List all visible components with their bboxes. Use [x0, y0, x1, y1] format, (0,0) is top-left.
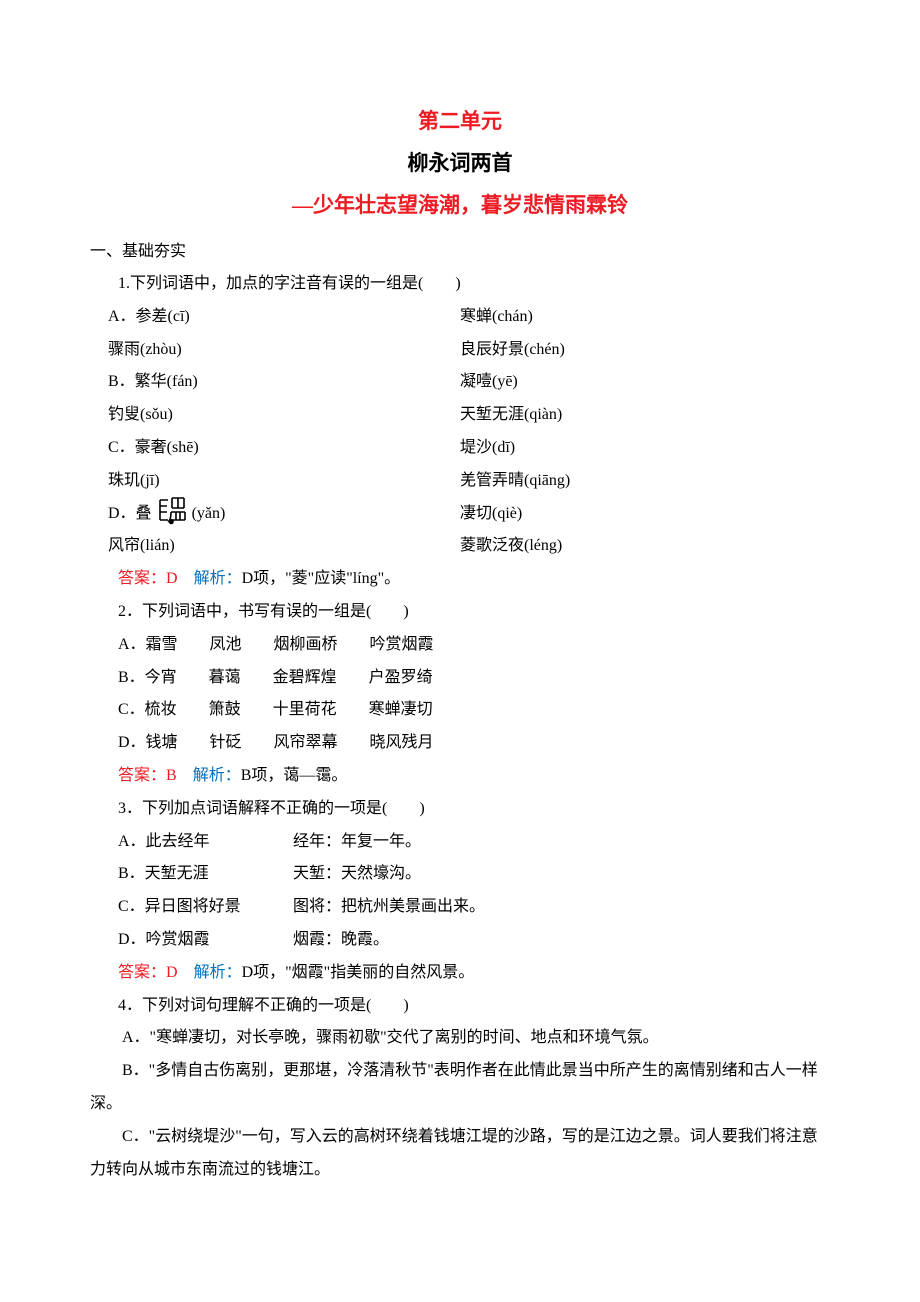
q3-answer-line: 答案：D 解析：D项，"烟霞"指美丽的自然风景。: [90, 957, 830, 990]
q1-row-b1-l: B．繁华(fán): [90, 366, 460, 399]
q1-row-d1: D．叠 ● (yǎn) 凄切(qiè): [90, 498, 830, 531]
q1-stem: 1.下列词语中，加点的字注音有误的一组是( ): [90, 268, 830, 301]
q2-stem: 2．下列词语中，书写有误的一组是( ): [90, 596, 830, 629]
q1-row-b2-r: 天堑无涯(qiàn): [460, 399, 830, 432]
q3-opt-b-r: 天堑：天然壕沟。: [293, 858, 830, 891]
q1-row-b1: B．繁华(fán) 凝噎(yē): [90, 366, 830, 399]
q4-opt-b: B．"多情自古伤离别，更那堪，冷落清秋节"表明作者在此情此景当中所产生的离情别绪…: [90, 1055, 830, 1121]
q1-row-d2-l: 风帘(lián): [90, 530, 460, 563]
q1-row-b2-l: 钓叟(sǒu): [90, 399, 460, 432]
q2-opt-c: C．梳妆 箫鼓 十里荷花 寒蝉凄切: [90, 694, 830, 727]
main-title: 柳永词两首: [90, 142, 830, 184]
q3-opt-b-l: B．天堑无涯: [118, 858, 293, 891]
q3-opt-c-r: 图将：把杭州美景画出来。: [293, 891, 830, 924]
q4-stem: 4．下列对词句理解不正确的一项是( ): [90, 990, 830, 1023]
q3-opt-b: B．天堑无涯 天堑：天然壕沟。: [90, 858, 830, 891]
q1-row-b1-r: 凝噎(yē): [460, 366, 830, 399]
q1-answer-line: 答案：D 解析：D项，"菱"应读"líng"。: [90, 563, 830, 596]
q1-d-post: (yǎn): [192, 505, 226, 522]
q3-opt-d-r: 烟霞：晚霞。: [293, 924, 830, 957]
q4-opt-c: C．"云树绕堤沙"一句，写入云的高树环绕着钱塘江堤的沙路，写的是江边之景。词人要…: [90, 1121, 830, 1187]
q1-row-a1-l: A．参差(cī): [90, 301, 460, 334]
q1-row-a2-l: 骤雨(zhòu): [90, 334, 460, 367]
q1-row-a2-r: 良辰好景(chén): [460, 334, 830, 367]
q1-analysis-label: 解析：: [194, 570, 242, 587]
q1-row-c2-r: 羌管弄晴(qiāng): [460, 465, 830, 498]
q1-row-b2: 钓叟(sǒu) 天堑无涯(qiàn): [90, 399, 830, 432]
q3-answer-prefix: 答案：D: [118, 964, 194, 981]
q2-answer-prefix: 答案：B: [118, 767, 193, 784]
q2-analysis-label: 解析：: [193, 767, 241, 784]
q1-analysis-text: D项，"菱"应读"líng"。: [242, 570, 401, 587]
q1-row-d1-l: D．叠 ● (yǎn): [90, 498, 460, 531]
rare-glyph-inline: ●: [154, 498, 190, 530]
q3-opt-c: C．异日图将好景 图将：把杭州美景画出来。: [90, 891, 830, 924]
unit-title: 第二单元: [90, 100, 830, 142]
q3-opt-c-l: C．异日图将好景: [118, 891, 293, 924]
q3-analysis-text: D项，"烟霞"指美丽的自然风景。: [242, 964, 475, 981]
q3-opt-a: A．此去经年 经年：年复一年。: [90, 826, 830, 859]
q3-stem: 3．下列加点词语解释不正确的一项是( ): [90, 793, 830, 826]
q1-row-d2: 风帘(lián) 菱歌泛夜(léng): [90, 530, 830, 563]
q3-opt-a-r: 经年：年复一年。: [293, 826, 830, 859]
q1-row-a1: A．参差(cī) 寒蝉(chán): [90, 301, 830, 334]
q1-answer-prefix: 答案：D: [118, 570, 194, 587]
q2-opt-b: B．今宵 暮蔼 金碧辉煌 户盈罗绮: [90, 662, 830, 695]
q3-opt-d: D．吟赏烟霞 烟霞：晚霞。: [90, 924, 830, 957]
q2-opt-a: A．霜雪 凤池 烟柳画桥 吟赏烟霞: [90, 629, 830, 662]
q1-row-c1-r: 堤沙(dī): [460, 432, 830, 465]
q3-opt-a-l: A．此去经年: [118, 826, 293, 859]
q1-row-a1-r: 寒蝉(chán): [460, 301, 830, 334]
q1-row-c1-l: C．豪奢(shē): [90, 432, 460, 465]
q4-opt-a: A．"寒蝉凄切，对长亭晚，骤雨初歇"交代了离别的时间、地点和环境气氛。: [90, 1022, 830, 1055]
q3-analysis-label: 解析：: [194, 964, 242, 981]
q1-d-pre: D．叠: [108, 505, 152, 522]
q1-row-c2-l: 珠玑(jī): [90, 465, 460, 498]
q1-row-d2-r: 菱歌泛夜(léng): [460, 530, 830, 563]
q1-row-a2: 骤雨(zhòu) 良辰好景(chén): [90, 334, 830, 367]
q3-opt-d-l: D．吟赏烟霞: [118, 924, 293, 957]
q2-answer-line: 答案：B 解析：B项，蔼—霭。: [90, 760, 830, 793]
q1-row-d1-r: 凄切(qiè): [460, 498, 830, 531]
q1-row-c2: 珠玑(jī) 羌管弄晴(qiāng): [90, 465, 830, 498]
q2-analysis-text: B项，蔼—霭。: [241, 767, 348, 784]
q2-opt-d: D．钱塘 针砭 风帘翠幕 晓风残月: [90, 727, 830, 760]
section-1-heading: 一、基础夯实: [90, 236, 830, 268]
underdot-icon: ●: [168, 509, 175, 534]
sub-title: —少年壮志望海潮，暮岁悲情雨霖铃: [90, 184, 830, 226]
q1-row-c1: C．豪奢(shē) 堤沙(dī): [90, 432, 830, 465]
